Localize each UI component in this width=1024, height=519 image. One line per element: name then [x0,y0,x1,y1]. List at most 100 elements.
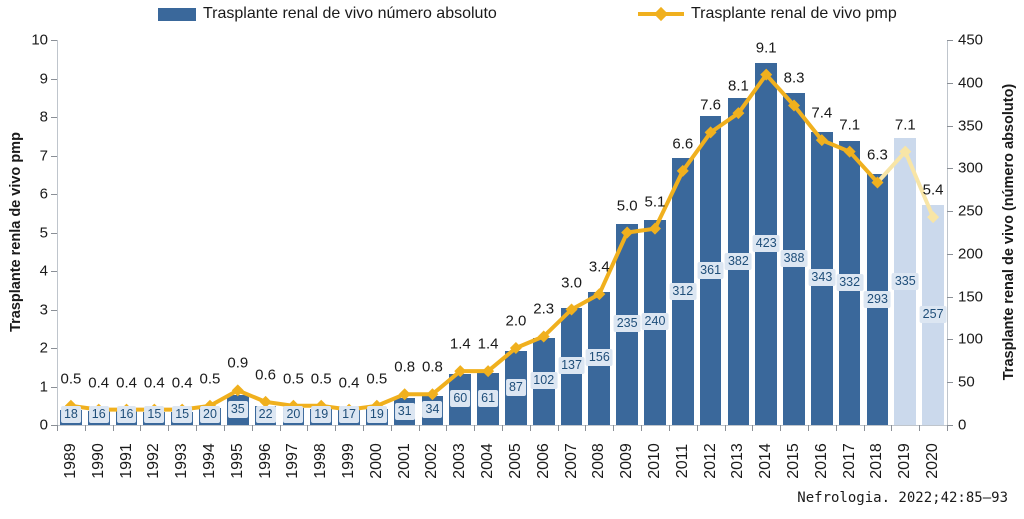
right-axis-tick [947,339,953,341]
bar-value-label: 257 [919,306,947,324]
bar-value-label: 20 [283,406,304,423]
pmp-value-label: 7.1 [839,116,861,134]
pmp-point-2017 [843,145,856,158]
pmp-point-1996 [259,395,272,408]
pmp-value-label: 0.5 [310,370,332,388]
x-axis-tick [112,425,114,431]
pmp-value-label: 1.4 [449,335,471,353]
bar-value-label: 312 [669,282,697,300]
right-axis-tick-label: 100 [958,330,984,348]
right-axis-line [947,40,948,425]
right-axis-tick [947,125,953,127]
pmp-value-label: 0.4 [338,374,360,392]
pmp-value-label: 2.0 [505,312,527,330]
pmp-value-label: 0.5 [199,370,221,388]
x-axis-tick [251,425,253,431]
x-axis-tick [529,425,531,431]
right-axis-tick [947,40,953,41]
pmp-point-2020 [927,211,940,224]
right-axis-tick-label: 150 [958,288,984,306]
left-axis-tick-label: 7 [39,147,48,164]
left-axis-tick-label: 3 [39,301,48,318]
x-axis-tick [474,425,476,431]
bar-value-label: 19 [366,406,387,423]
bar-value-label: 60 [450,390,471,408]
right-axis-tick-label: 200 [958,245,984,263]
left-axis-tick-label: 9 [39,70,48,87]
pmp-value-label: 2.3 [533,300,555,318]
x-axis-tick [641,425,643,431]
pmp-value-label: 5.4 [922,181,944,199]
pmp-point-2010 [648,222,661,235]
legend-line-label: Trasplante renal de vivo pmp [691,5,897,22]
left-axis-tick-label: 2 [39,339,48,357]
left-axis-tick [51,40,57,41]
pmp-point-2013 [732,107,745,120]
right-axis-tick [947,425,953,426]
left-axis-tick [51,309,57,311]
pmp-value-label: 0.4 [171,374,193,392]
pmp-point-2018 [871,176,884,189]
pmp-value-label: 6.6 [672,135,694,153]
bar-value-label: 137 [558,357,585,375]
pmp-value-label: 5.0 [616,197,638,214]
pmp-point-2003 [454,365,467,378]
pmp-value-label: 7.6 [700,96,722,114]
right-axis-tick [947,296,953,298]
bar-value-label: 15 [172,406,193,423]
bar-value-label: 423 [752,235,780,253]
left-axis-tick [51,271,57,272]
bar-value-label: 34 [422,401,443,419]
bar-value-label: 235 [613,315,641,333]
bar-value-label: 31 [394,402,415,420]
pmp-value-label: 0.8 [422,358,443,376]
bar-value-label: 18 [60,406,81,423]
bar-value-label: 16 [116,406,137,423]
x-axis-tick [84,425,86,431]
pmp-point-2002 [426,388,439,401]
right-axis-tick-label: 50 [958,373,975,391]
x-axis-tick [446,425,448,431]
pmp-point-2012 [704,126,717,139]
x-axis-tick [919,425,921,431]
bar-value-label: 87 [505,378,526,396]
pmp-value-label: 7.4 [811,104,833,122]
left-axis-tick [51,194,57,195]
bar-value-label: 361 [697,261,725,279]
left-axis-tick [51,155,57,157]
left-axis-tick [51,425,57,426]
bar-value-label: 388 [780,250,808,268]
pmp-value-label: 0.4 [116,374,137,392]
x-axis-tick [585,425,587,431]
x-axis-tick [279,425,281,431]
x-axis-tick [891,425,893,431]
bar-value-label: 335 [891,272,919,290]
right-axis-tick [947,253,953,255]
x-axis-tick [168,425,170,431]
pmp-point-2004 [482,365,495,378]
left-axis-tick [51,78,57,80]
pmp-value-label: 8.3 [783,69,805,87]
pmp-point-2008 [593,288,606,301]
left-axis-tick-label: 1 [39,378,48,395]
pmp-value-label: 9.1 [755,39,777,57]
pmp-point-2005 [509,342,522,354]
pmp-value-label: 0.9 [227,354,249,372]
right-axis-tick-label: 250 [958,202,984,220]
pmp-value-label: 7.1 [894,116,916,134]
x-axis-tick [557,425,559,431]
pmp-point-2001 [398,388,411,401]
right-axis-tick-label: 350 [958,117,984,135]
bar-value-label: 61 [478,389,499,407]
pmp-value-label: 0.4 [88,374,110,392]
x-axis-tick [780,425,782,431]
x-axis-tick [196,425,198,431]
bar-value-label: 35 [227,401,248,419]
right-axis-tick [947,382,953,384]
bar-series-swatch [158,7,196,21]
citation-text: Nefrologia. 2022;42:85–93 [797,490,1008,506]
bar-value-label: 20 [200,406,220,423]
x-axis-tick [502,425,503,431]
bar-value-label: 102 [530,372,558,390]
